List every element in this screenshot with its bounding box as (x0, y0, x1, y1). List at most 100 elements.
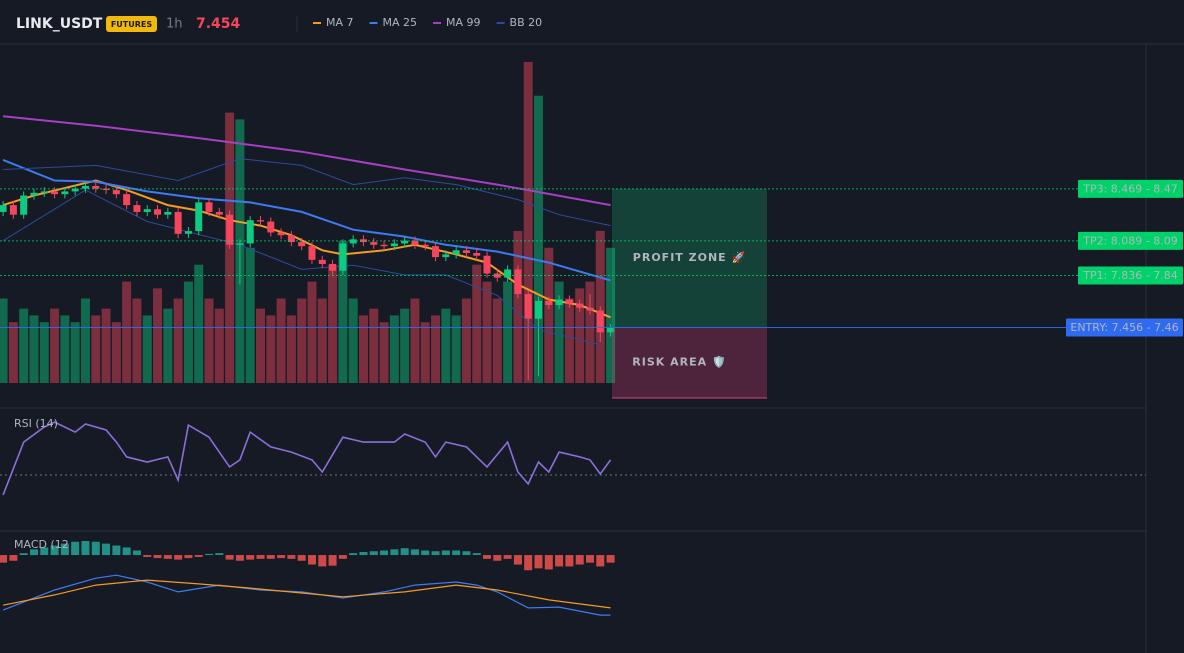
volume-bar (379, 322, 389, 383)
candle-body (277, 232, 285, 236)
macd-hist-bar (534, 555, 543, 569)
candle-body (401, 240, 409, 244)
macd-hist-bar (452, 550, 461, 556)
volume-bar (60, 315, 70, 383)
candle-body (123, 194, 131, 206)
volume-bar (606, 247, 616, 383)
overlay-line (2, 115, 611, 207)
candle-body (9, 205, 17, 215)
macd-hist-bar (9, 555, 18, 561)
candle-body (164, 211, 172, 215)
volume-bar (142, 315, 152, 383)
level-tag-label: TP2: 8.089 - 8.09 (1082, 234, 1178, 247)
level-tag (1066, 318, 1183, 337)
volume-bar (544, 247, 554, 383)
volume-bar (503, 281, 513, 383)
candle-body (174, 211, 182, 234)
macd-hist-bar (431, 551, 440, 556)
candle-body (565, 299, 573, 304)
macd-line (2, 579, 611, 609)
macd-hist-bar (493, 555, 502, 561)
legend-label: MA 7 (326, 16, 354, 29)
volume-bar (441, 308, 451, 383)
candle-body (555, 299, 563, 305)
candle-body (226, 214, 234, 245)
macd-hist-bar (174, 555, 183, 560)
candle-body (390, 243, 398, 247)
macd-hist-bar (143, 555, 152, 557)
level-tag-label: ENTRY: 7.456 - 7.46 (1070, 321, 1178, 334)
level-tag (1078, 231, 1183, 250)
volume-bar (420, 322, 430, 383)
macd-hist-bar (29, 549, 38, 556)
candle-body (133, 205, 141, 212)
macd-hist-bar (246, 555, 255, 560)
macd-hist-bar (163, 555, 172, 559)
candle-body (504, 269, 512, 278)
level-tag-label: TP3: 8.469 - 8.47 (1082, 182, 1178, 195)
macd-hist-bar (112, 545, 121, 556)
futures-badge (106, 16, 157, 32)
macd-hist-bar (565, 555, 574, 567)
macd-hist-bar (297, 555, 306, 561)
candle-body (308, 246, 316, 260)
macd-hist-bar (19, 553, 28, 556)
candle-body (102, 188, 110, 191)
macd-hist-bar (483, 555, 492, 559)
candle-body (267, 221, 275, 233)
legend-label: BB 20 (510, 16, 543, 29)
volume-bar (461, 298, 471, 383)
candle-body (607, 327, 615, 333)
candle-body (329, 263, 337, 271)
macd-hist-bar (277, 555, 286, 559)
overlay-line (3, 158, 611, 227)
macd-hist-bar (338, 555, 347, 559)
candle-body (40, 191, 48, 193)
volume-bar (204, 298, 214, 383)
macd-hist-bar (81, 540, 90, 556)
candle-body (442, 254, 450, 258)
macd-hist-bar (606, 555, 615, 563)
candle-body (586, 307, 594, 311)
risk-area-label: RISK AREA 🛡️ (632, 356, 726, 369)
macd-hist-bar (215, 553, 224, 556)
candle-body (596, 310, 604, 333)
volume-bar (317, 298, 327, 383)
candle-body (0, 205, 7, 212)
candle-body (411, 240, 419, 245)
pane-title: MACD (12 (14, 538, 69, 551)
volume-bar (492, 298, 502, 383)
macd-hist-bar (153, 555, 162, 559)
volume-bar (513, 230, 523, 383)
macd-hist-bar (0, 555, 8, 563)
level-tag-label: TP1: 7.836 - 7.84 (1082, 269, 1178, 282)
volume-bar (29, 315, 39, 383)
overlays: PROFIT ZONE 🚀 RISK AREA 🛡️ TP3: 8.469 - 8.… (0, 179, 1183, 551)
volume-bar (19, 308, 29, 383)
volume-bar (91, 315, 101, 383)
profit-zone-label: PROFIT ZONE 🚀 (633, 251, 746, 264)
volume-bar (266, 315, 276, 383)
macd-hist-bar (441, 550, 450, 556)
marks (0, 61, 1146, 616)
macd-line (2, 574, 611, 616)
macd-hist-bar (359, 552, 368, 556)
candle-body (195, 202, 203, 232)
macd-hist-bar (555, 555, 564, 567)
volume-bar (472, 264, 482, 383)
macd-hist-bar (71, 541, 80, 556)
volume-bar (297, 298, 307, 383)
volume-bar (122, 281, 132, 383)
macd-hist-bar (194, 555, 203, 557)
candle-body (215, 211, 223, 215)
interval[interactable]: 1h (166, 17, 183, 32)
macd-hist-bar (235, 555, 244, 561)
candle-body (421, 244, 429, 247)
macd-hist-bar (307, 555, 316, 565)
macd-hist-bar (472, 553, 481, 556)
legend-label: MA 99 (446, 16, 481, 29)
candle-body (473, 253, 481, 256)
candle-body (154, 209, 162, 215)
candle-body (524, 294, 532, 319)
macd-hist-bar (91, 541, 100, 556)
